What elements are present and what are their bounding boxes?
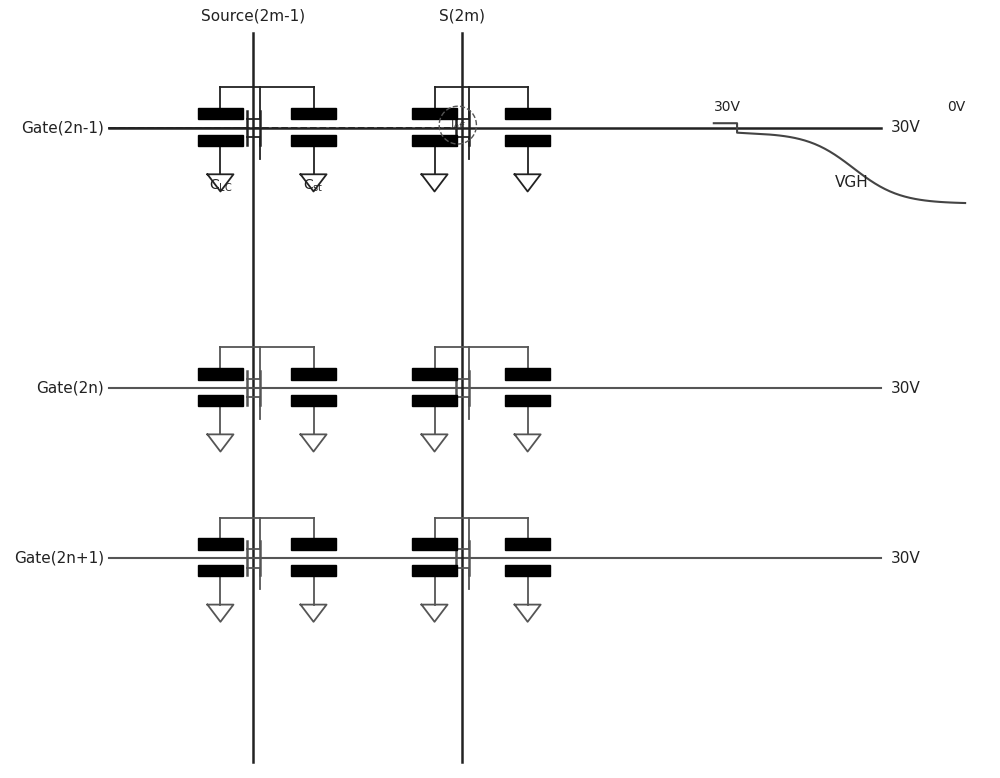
Text: 30V: 30V [891, 380, 920, 395]
Bar [412, 538, 457, 550]
Bar [198, 565, 243, 576]
Bar [412, 135, 457, 146]
Bar [412, 108, 457, 120]
Bar [198, 394, 243, 406]
Bar [505, 538, 550, 550]
Bar [291, 394, 336, 406]
Text: Gate(2n-1): Gate(2n-1) [21, 121, 104, 135]
Bar [505, 135, 550, 146]
Text: 30V: 30V [891, 551, 920, 566]
Bar [198, 538, 243, 550]
Bar [505, 565, 550, 576]
Text: S(2m): S(2m) [439, 9, 485, 24]
Bar [505, 108, 550, 120]
Text: Source(2m-1): Source(2m-1) [201, 9, 305, 24]
Text: C$_{\rm LC}$: C$_{\rm LC}$ [209, 177, 232, 194]
Bar [291, 108, 336, 120]
Bar [198, 108, 243, 120]
Bar [198, 368, 243, 380]
Bar [505, 368, 550, 380]
Bar [291, 565, 336, 576]
Text: Gate(2n): Gate(2n) [36, 380, 104, 395]
Bar [412, 368, 457, 380]
Bar [291, 135, 336, 146]
Bar [291, 538, 336, 550]
Text: 30V: 30V [891, 121, 920, 135]
Text: C$_{\rm st}$: C$_{\rm st}$ [303, 177, 324, 194]
Bar [412, 394, 457, 406]
Bar [291, 368, 336, 380]
Bar [412, 565, 457, 576]
Bar [505, 394, 550, 406]
Bar [198, 135, 243, 146]
Text: Gate(2n+1): Gate(2n+1) [14, 551, 104, 566]
Text: I$_{off}$: I$_{off}$ [450, 118, 466, 132]
Text: 30V: 30V [714, 100, 741, 114]
Text: 0V: 0V [947, 100, 965, 114]
Text: VGH: VGH [835, 175, 869, 191]
